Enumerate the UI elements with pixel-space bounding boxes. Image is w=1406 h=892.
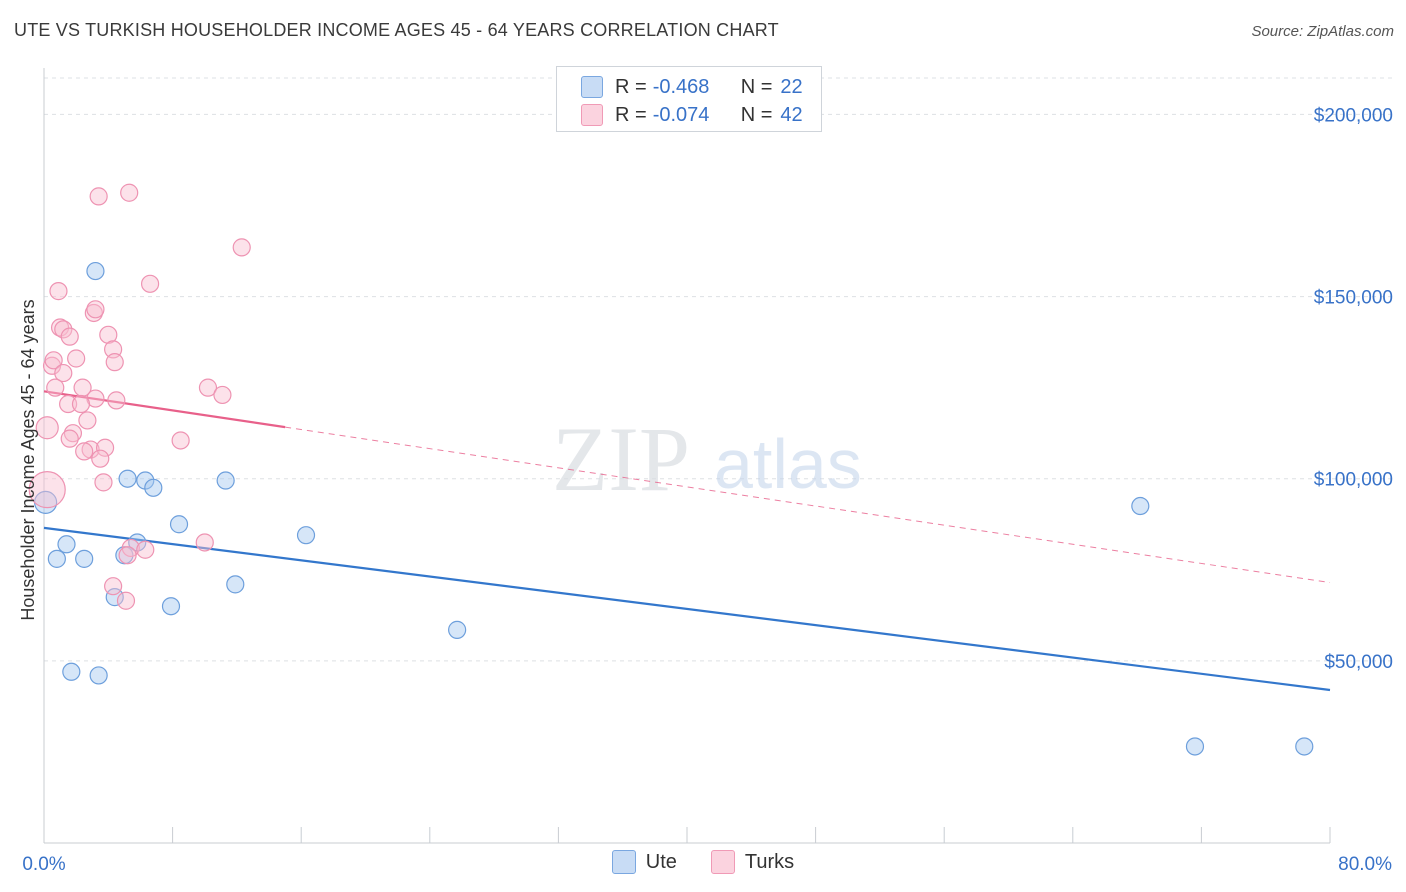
- watermark: ZIP atlas: [552, 408, 862, 510]
- data-point-turks: [95, 438, 115, 457]
- data-point-ute: [169, 515, 189, 534]
- x-tick-label: 0.0%: [22, 854, 65, 875]
- data-point-ute: [1131, 496, 1150, 516]
- data-point-ute: [89, 666, 108, 685]
- grid-lines: [44, 77, 1395, 662]
- data-point-ute: [75, 549, 94, 568]
- data-point-turks: [50, 318, 70, 337]
- series-legend-turks[interactable]: Turks: [710, 850, 795, 874]
- x-tick-label: 80.0%: [1338, 854, 1392, 875]
- trend-line-ute: [43, 526, 1331, 692]
- legend-r-label: R =: [615, 103, 647, 126]
- data-point-turks: [60, 429, 79, 448]
- data-point-turks: [136, 540, 155, 559]
- data-point-turks: [44, 351, 63, 370]
- legend-swatch-turks: [581, 104, 603, 126]
- tick-labels: $50,000 $100,000 $150,000 $200,000 0.0% 80.0%…: [18, 105, 1393, 875]
- data-points: [28, 183, 1314, 756]
- series-label-ute: Ute: [645, 850, 677, 873]
- legend-r-value: -0.074: [652, 103, 710, 126]
- data-point-turks: [86, 300, 105, 319]
- data-point-turks: [28, 471, 66, 509]
- legend-r-value: -0.468: [652, 75, 710, 98]
- data-point-ute: [216, 471, 235, 490]
- data-point-turks: [35, 416, 59, 440]
- trend-line-turks: [43, 390, 286, 429]
- data-point-ute: [86, 261, 105, 281]
- data-point-ute: [1185, 737, 1205, 756]
- legend-row-turks: R = -0.074 N = 42: [581, 101, 803, 129]
- data-point-ute: [57, 535, 76, 554]
- data-point-turks: [71, 394, 91, 414]
- series-legend: Ute Turks: [0, 850, 1406, 874]
- data-point-turks: [171, 431, 190, 450]
- data-point-ute: [448, 620, 467, 639]
- y-tick-label: $150,000: [1314, 288, 1393, 309]
- data-point-turks: [54, 363, 73, 383]
- data-point-ute: [226, 575, 245, 594]
- series-swatch-ute: [611, 850, 636, 874]
- legend-n-value: 42: [780, 103, 803, 126]
- data-point-turks: [107, 391, 126, 410]
- watermark-zip: ZIP: [552, 408, 690, 510]
- data-point-ute: [47, 549, 66, 568]
- data-point-turks: [116, 591, 136, 610]
- data-point-turks: [105, 353, 124, 372]
- data-point-ute: [144, 478, 163, 497]
- series-swatch-turks: [710, 850, 735, 874]
- series-label-turks: Turks: [744, 850, 795, 873]
- data-point-turks: [140, 274, 160, 293]
- y-tick-label: $100,000: [1314, 470, 1393, 491]
- data-point-turks: [67, 349, 86, 368]
- watermark-atlas: atlas: [714, 425, 862, 503]
- data-point-turks: [104, 577, 123, 596]
- y-axis-title: Householder Income Ages 45 - 64 years: [18, 299, 38, 620]
- y-tick-label: $50,000: [1324, 652, 1393, 673]
- data-point-ute: [161, 597, 181, 616]
- legend-n-label: N =: [740, 75, 773, 98]
- legend-row-ute: R = -0.468 N = 22: [581, 73, 803, 101]
- legend-r-label: R =: [615, 75, 647, 98]
- data-point-turks: [94, 473, 113, 492]
- data-point-turks: [198, 378, 218, 397]
- legend-n-label: N =: [740, 103, 773, 126]
- correlation-legend: R = -0.468 N = 22 R = -0.074 N = 42: [556, 66, 822, 132]
- chart-title: UTE VS TURKISH HOUSEHOLDER INCOME AGES 4…: [14, 20, 779, 40]
- data-point-turks: [213, 385, 232, 405]
- trend-line-turks-dashed: [285, 426, 1331, 584]
- data-point-turks: [89, 187, 108, 206]
- data-point-turks: [46, 378, 65, 397]
- data-point-turks: [99, 325, 118, 344]
- data-point-turks: [120, 183, 139, 202]
- data-point-turks: [78, 411, 97, 430]
- y-tick-label: $200,000: [1314, 105, 1393, 126]
- data-point-turks: [75, 442, 94, 461]
- legend-n-value: 22: [780, 75, 803, 98]
- data-point-turks: [81, 440, 100, 459]
- data-point-turks: [60, 327, 79, 346]
- data-point-turks: [63, 424, 83, 443]
- data-point-turks: [118, 546, 137, 565]
- data-point-ute: [62, 662, 81, 681]
- data-point-ute: [1295, 737, 1314, 756]
- legend-swatch-ute: [581, 76, 603, 98]
- source-label: Source: ZipAtlas.com: [1251, 23, 1394, 40]
- data-point-turks: [54, 320, 73, 339]
- axes: [43, 68, 1331, 844]
- data-point-turks: [232, 238, 251, 257]
- data-point-turks: [195, 533, 214, 552]
- data-point-turks: [49, 282, 68, 301]
- data-point-ute: [118, 469, 137, 488]
- series-legend-ute[interactable]: Ute: [611, 850, 677, 874]
- trend-lines: [43, 390, 1331, 692]
- data-point-ute: [296, 526, 316, 545]
- data-point-turks: [59, 394, 78, 414]
- data-point-turks: [91, 449, 110, 468]
